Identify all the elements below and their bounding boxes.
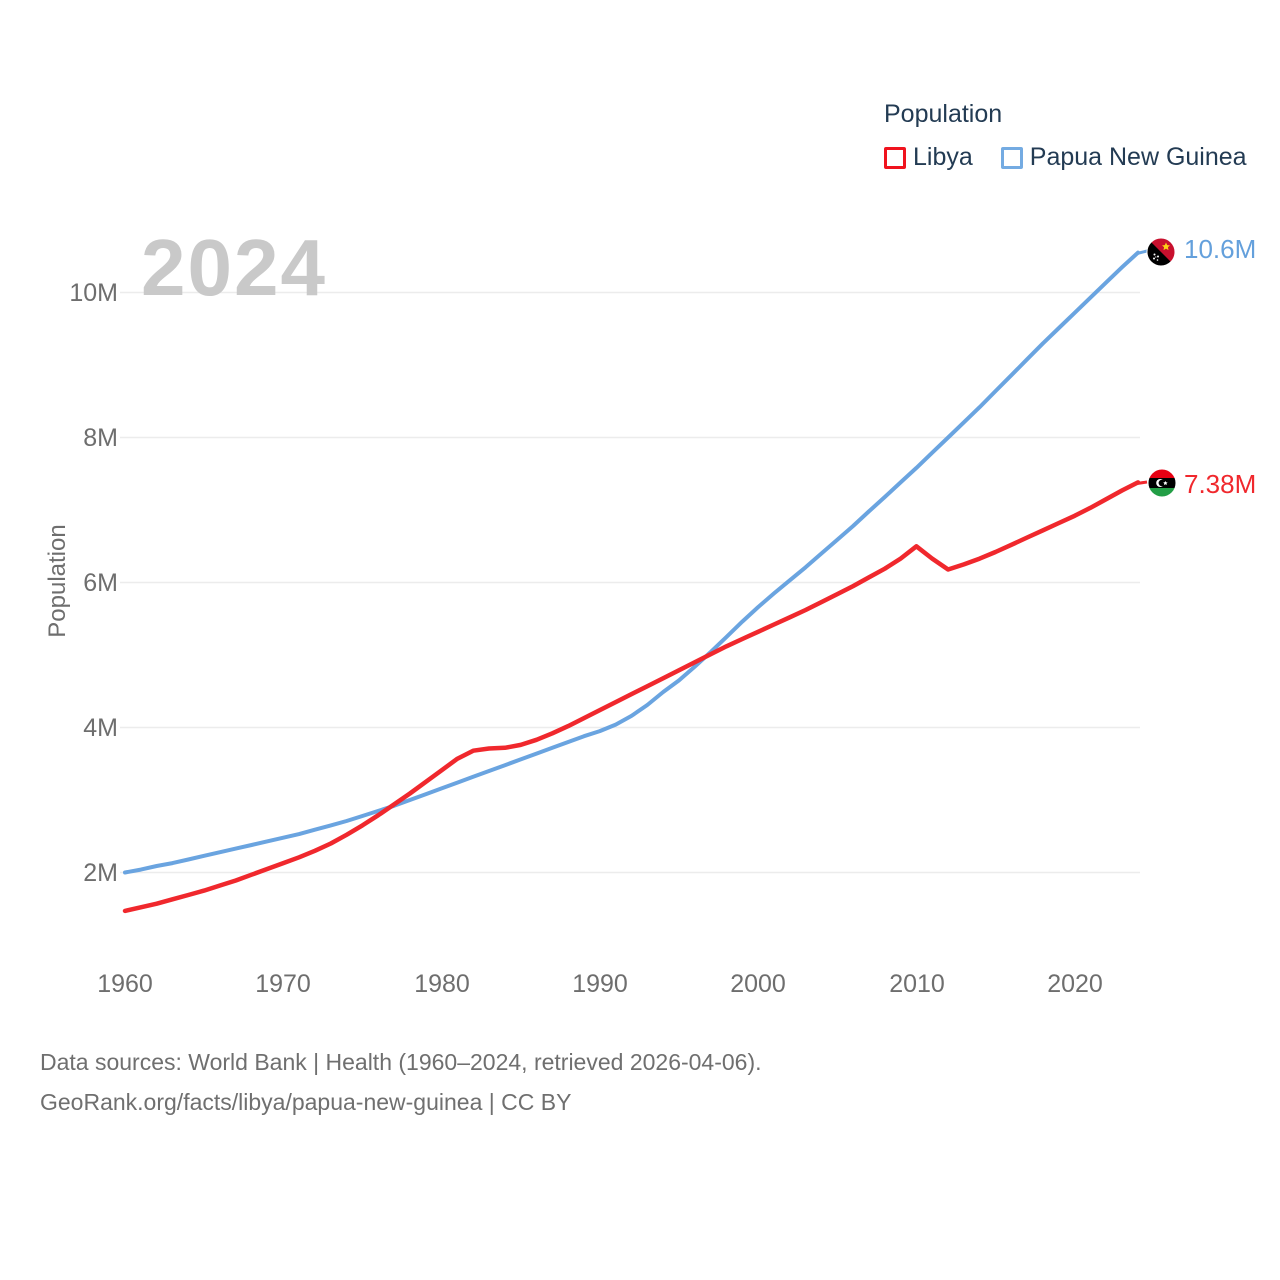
series-line-papua-new-guinea: [123, 250, 1140, 875]
libya-series-swatch-icon: [884, 146, 906, 169]
y-tick-label: 10M: [69, 279, 118, 307]
x-tick-label: 2020: [1047, 970, 1103, 998]
footer-data-sources: Data sources: World Bank | Health (1960–…: [40, 1049, 762, 1075]
footer-attribution: GeoRank.org/facts/libya/papua-new-guinea…: [40, 1089, 572, 1115]
libya-marker-connector: [1136, 480, 1148, 485]
value-label-libya: 7.38M: [1184, 469, 1257, 499]
gridlines: [120, 291, 1140, 874]
footer: Data sources: World Bank | Health (1960–…: [40, 1042, 762, 1122]
x-tick-label: 1970: [255, 970, 311, 998]
png-marker-connector: [1136, 249, 1148, 255]
legend: Population Libya Papua New Guinea: [884, 100, 1247, 172]
y-tick-label: 6M: [83, 569, 118, 597]
y-tick-label: 4M: [83, 714, 118, 742]
series-line-libya: [122, 480, 1141, 914]
legend-title: Population: [884, 100, 1003, 128]
year-watermark: 2024: [141, 223, 327, 312]
papua-new-guinea-series-swatch-icon: [1000, 146, 1023, 169]
x-tick-label: 1980: [414, 970, 470, 998]
x-tick-label: 1990: [572, 970, 628, 998]
legend-item-libya[interactable]: Libya: [884, 143, 973, 172]
y-tick-label: 8M: [83, 424, 118, 452]
y-tick-label: 2M: [83, 859, 118, 887]
x-tick-label: 1960: [97, 970, 153, 998]
x-tick-label: 2000: [730, 970, 786, 998]
legend-item-papua-new-guinea[interactable]: Papua New Guinea: [1000, 143, 1247, 172]
legend-label-libya: Libya: [913, 143, 973, 171]
x-tick-label: 2010: [889, 970, 945, 998]
libya-flag-icon: [1147, 468, 1177, 498]
papua-new-guinea-flag-icon: [1146, 237, 1176, 267]
value-label-papua-new-guinea: 10.6M: [1184, 234, 1257, 264]
legend-label-papua-new-guinea: Papua New Guinea: [1029, 143, 1247, 171]
